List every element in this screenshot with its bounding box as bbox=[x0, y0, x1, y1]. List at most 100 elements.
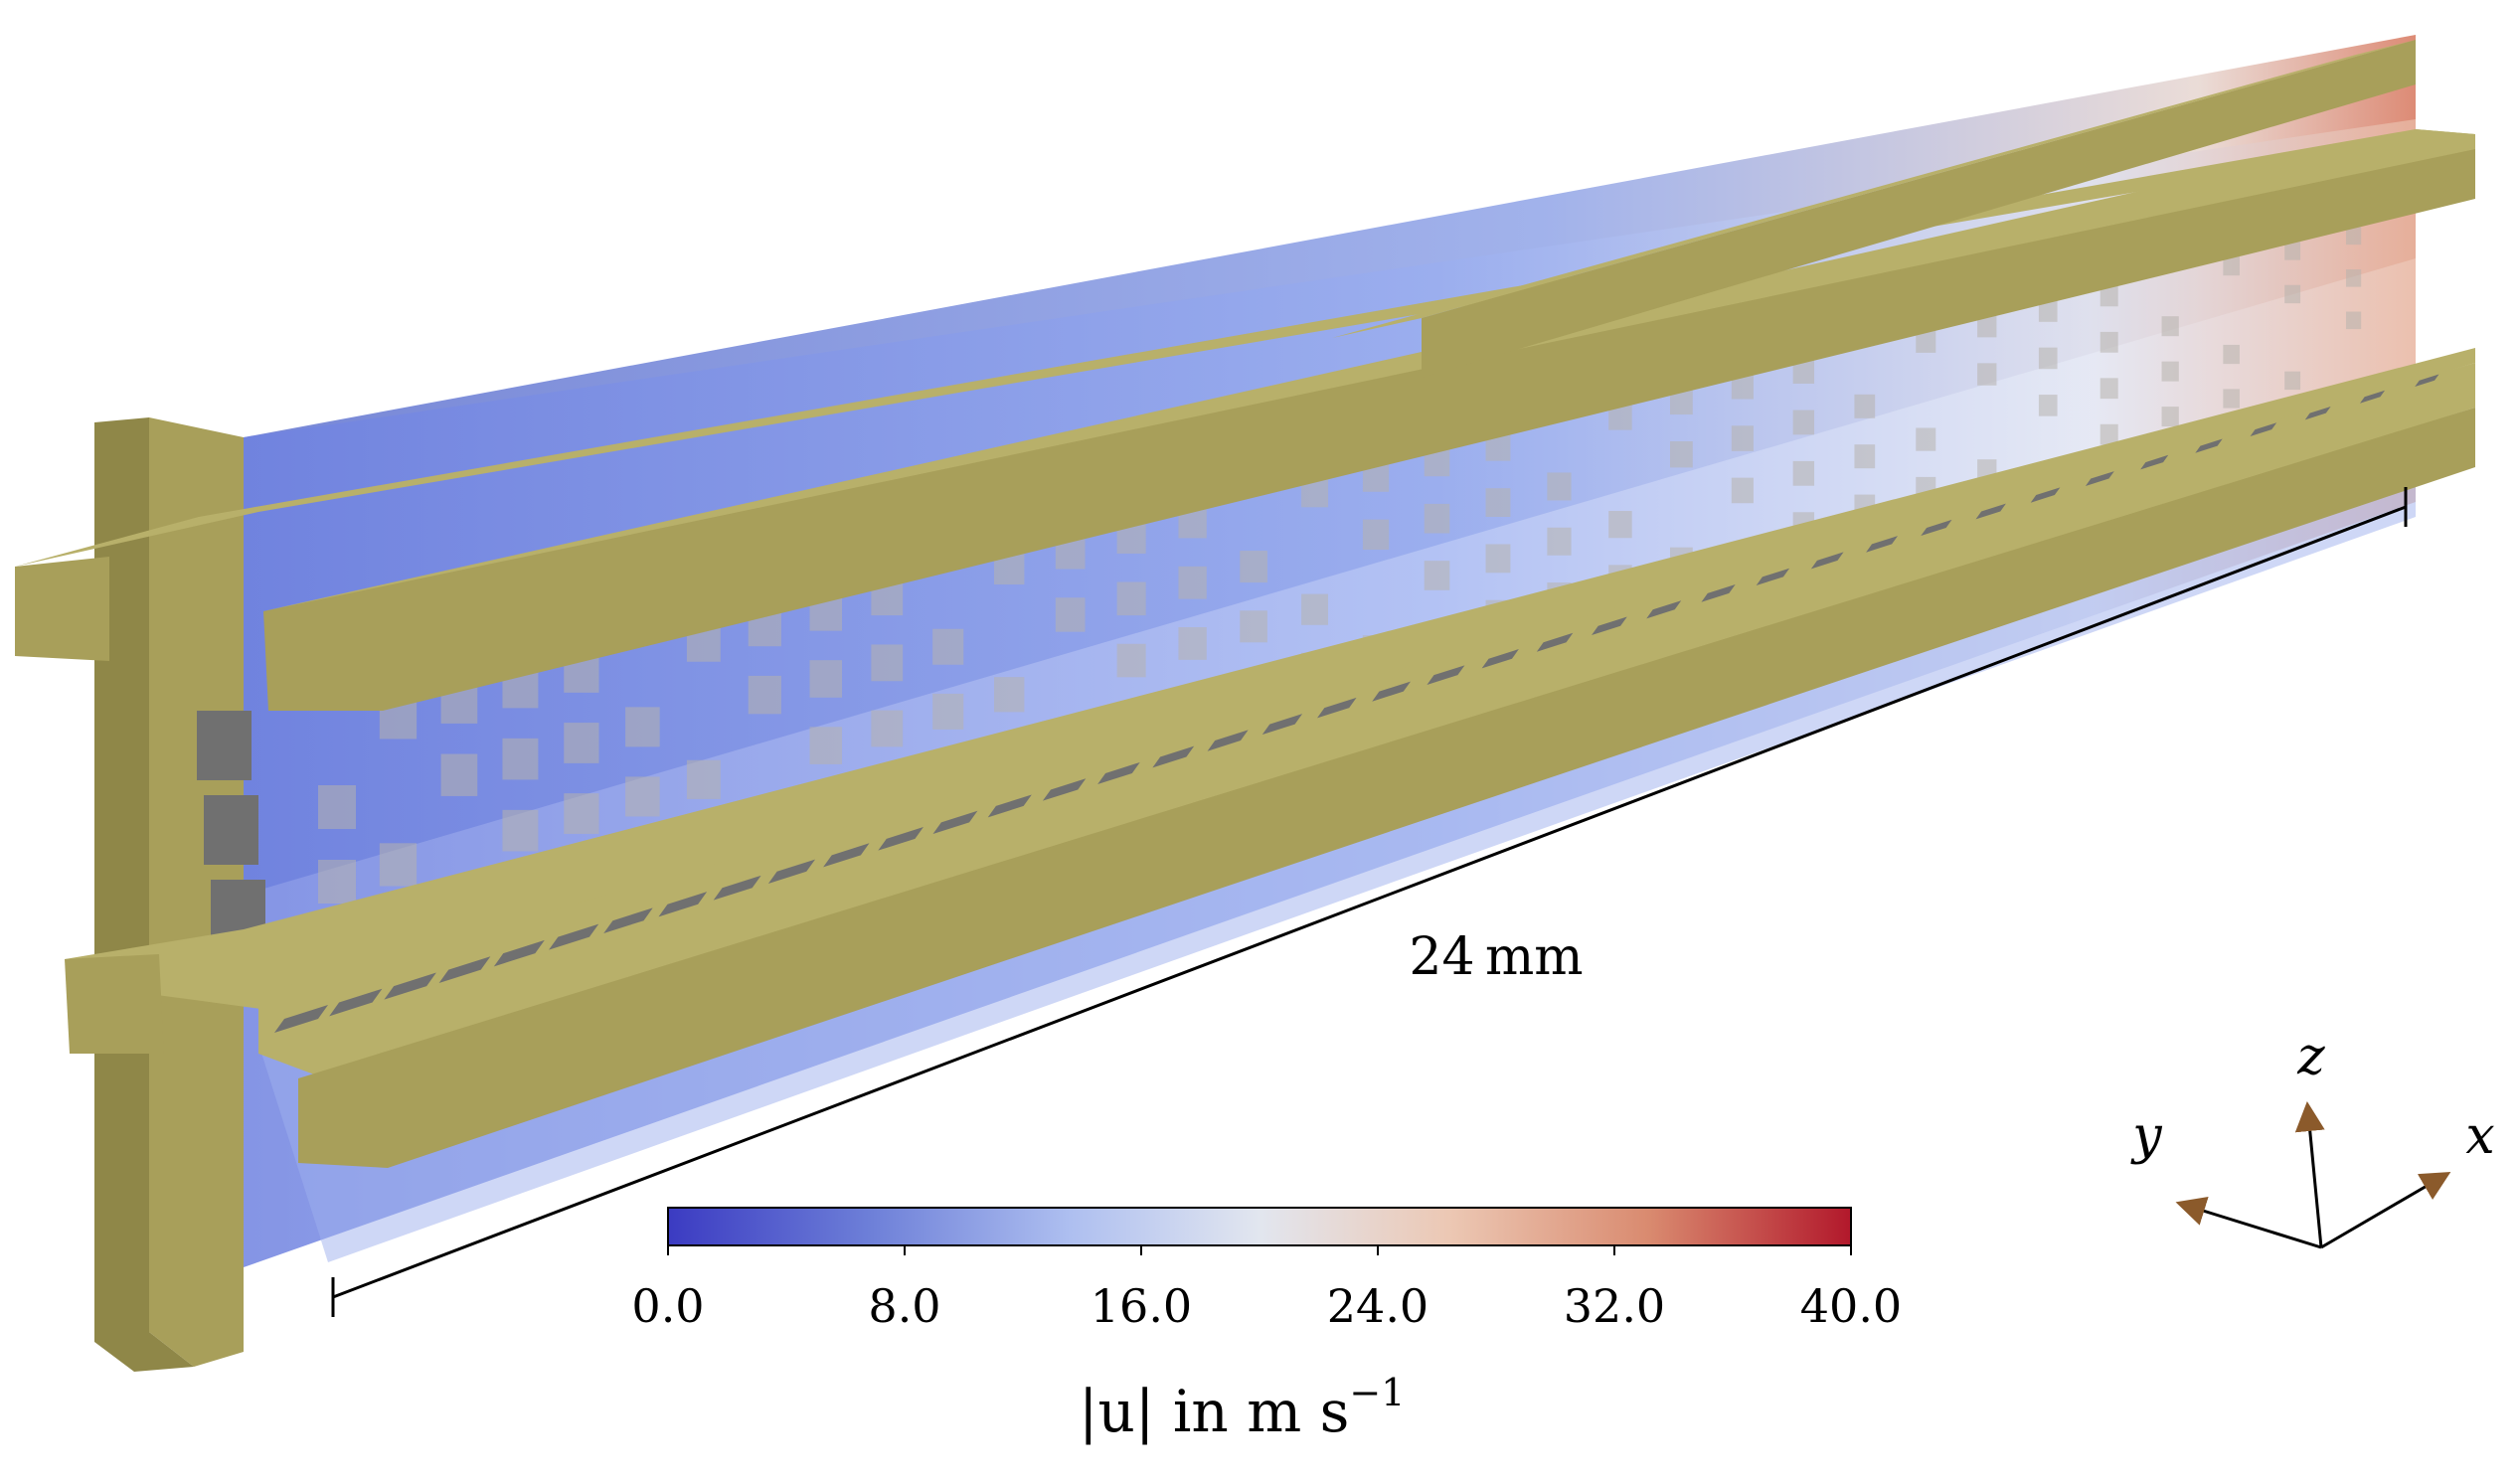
colorbar-label-exponent: −1 bbox=[1349, 1371, 1405, 1414]
lower-bar-slot bbox=[1097, 761, 1140, 785]
lower-bar-slot bbox=[493, 939, 545, 967]
lower-bar-front bbox=[298, 408, 2475, 1168]
lower-bar-slot bbox=[438, 956, 491, 984]
lower-bar-slot bbox=[1152, 745, 1195, 768]
porous-block bbox=[2038, 347, 2058, 370]
porous-block bbox=[1116, 643, 1146, 678]
lower-bar-slot bbox=[878, 827, 924, 851]
lower-bar-slot bbox=[1701, 583, 1736, 602]
porous-block bbox=[564, 723, 599, 763]
porous-block bbox=[1977, 314, 1997, 338]
lower-bar-slot bbox=[274, 1005, 328, 1033]
porous-block bbox=[502, 809, 539, 852]
porous-block bbox=[2100, 423, 2118, 445]
lower-bar-top bbox=[65, 348, 2475, 1014]
lower-bar-shelf bbox=[258, 363, 2475, 1083]
lower-bar-slot bbox=[658, 892, 708, 917]
porous-block bbox=[1670, 441, 1693, 468]
porous-block bbox=[871, 710, 904, 747]
porous-block bbox=[2346, 227, 2362, 246]
porous-block bbox=[1854, 394, 1876, 418]
porous-block bbox=[1055, 597, 1086, 632]
porous-block bbox=[1362, 519, 1390, 551]
colorbar-tick-label: 24.0 bbox=[1327, 1279, 1428, 1333]
lower-bar-slot bbox=[2250, 422, 2277, 437]
lower-bar-slot bbox=[1427, 665, 1465, 686]
lower-bar-slot bbox=[549, 923, 599, 950]
colorbar-label-main: |u| in m s bbox=[1079, 1378, 1349, 1445]
porous-block bbox=[2284, 371, 2301, 391]
lower-bar-slot bbox=[1646, 600, 1682, 619]
top-back-bar-top bbox=[1332, 40, 2416, 338]
colorbar-tick-label: 40.0 bbox=[1800, 1279, 1902, 1333]
porous-block bbox=[932, 693, 964, 730]
lower-bar-slot bbox=[1866, 536, 1899, 553]
porous-block bbox=[1608, 403, 1632, 430]
porous-block bbox=[1485, 544, 1511, 574]
colorbar-tick-label: 8.0 bbox=[868, 1279, 940, 1333]
dimension-line bbox=[332, 505, 2407, 1299]
porous-block bbox=[2346, 269, 2362, 287]
post-slot bbox=[197, 711, 252, 780]
lower-bar-slot bbox=[2415, 374, 2439, 388]
lower-bar-slot bbox=[1592, 616, 1627, 636]
porous-block bbox=[1178, 627, 1207, 660]
lower-bar-slot bbox=[2140, 454, 2169, 470]
lower-bar-slot bbox=[1536, 632, 1574, 652]
porous-block bbox=[318, 785, 356, 829]
porous-block bbox=[1792, 359, 1815, 384]
left-post-side bbox=[94, 417, 194, 1372]
lower-bar-slot bbox=[2195, 438, 2223, 453]
porous-block bbox=[1240, 551, 1267, 583]
axis-label-z: z bbox=[2296, 1027, 2325, 1086]
left-post-front bbox=[149, 417, 244, 1367]
lower-bar-slot bbox=[1810, 552, 1844, 570]
porous-block bbox=[440, 753, 478, 796]
porous-block bbox=[318, 860, 356, 904]
porous-block bbox=[564, 793, 599, 834]
colorbar-label: |u| in m s−1 bbox=[1079, 1371, 1405, 1445]
porous-block bbox=[1547, 527, 1572, 556]
porous-block bbox=[2161, 407, 2179, 427]
porous-block bbox=[809, 727, 843, 764]
porous-block bbox=[2223, 389, 2240, 409]
porous-block bbox=[1608, 511, 1632, 539]
porous-block bbox=[1977, 363, 1997, 386]
lower-bar-slot bbox=[384, 972, 436, 1000]
porous-block bbox=[871, 644, 904, 682]
porous-block bbox=[2161, 361, 2179, 382]
porous-block bbox=[1424, 561, 1450, 590]
lower-bar-slot bbox=[603, 907, 653, 934]
porous-block bbox=[1670, 388, 1693, 415]
porous-block bbox=[1731, 425, 1754, 451]
porous-block bbox=[1547, 472, 1572, 501]
lower-bar-slot bbox=[1261, 714, 1303, 736]
porous-block bbox=[2161, 316, 2179, 337]
lower-bar-slot bbox=[1481, 649, 1519, 669]
porous-block bbox=[686, 759, 721, 799]
lower-bar-slot bbox=[2359, 390, 2386, 404]
lower-bar-slot bbox=[1372, 681, 1411, 702]
porous-block bbox=[809, 660, 843, 698]
axis-label-y: y bbox=[2130, 1106, 2162, 1166]
lower-bar-slots bbox=[274, 374, 2439, 1033]
porous-block bbox=[1240, 610, 1267, 643]
porous-block bbox=[2100, 378, 2118, 400]
porous-block bbox=[625, 776, 660, 817]
porous-block bbox=[2346, 311, 2362, 330]
lower-bar-slot bbox=[713, 875, 761, 901]
lower-bar-slot bbox=[2304, 406, 2331, 420]
porous-block bbox=[379, 843, 418, 887]
lower-bar-slot bbox=[2030, 487, 2061, 503]
axis-label-x: x bbox=[2465, 1106, 2494, 1166]
lower-bar-slot bbox=[1756, 568, 1790, 586]
colorbar-tick-label: 16.0 bbox=[1091, 1279, 1192, 1333]
porous-block bbox=[2100, 285, 2118, 307]
upper-bar-upper-face bbox=[263, 129, 2475, 611]
post-slot bbox=[204, 795, 258, 865]
porous-block bbox=[502, 738, 539, 780]
lower-bar-slot bbox=[329, 988, 383, 1017]
porous-block bbox=[1916, 427, 1936, 451]
porous-block bbox=[1916, 329, 1936, 353]
